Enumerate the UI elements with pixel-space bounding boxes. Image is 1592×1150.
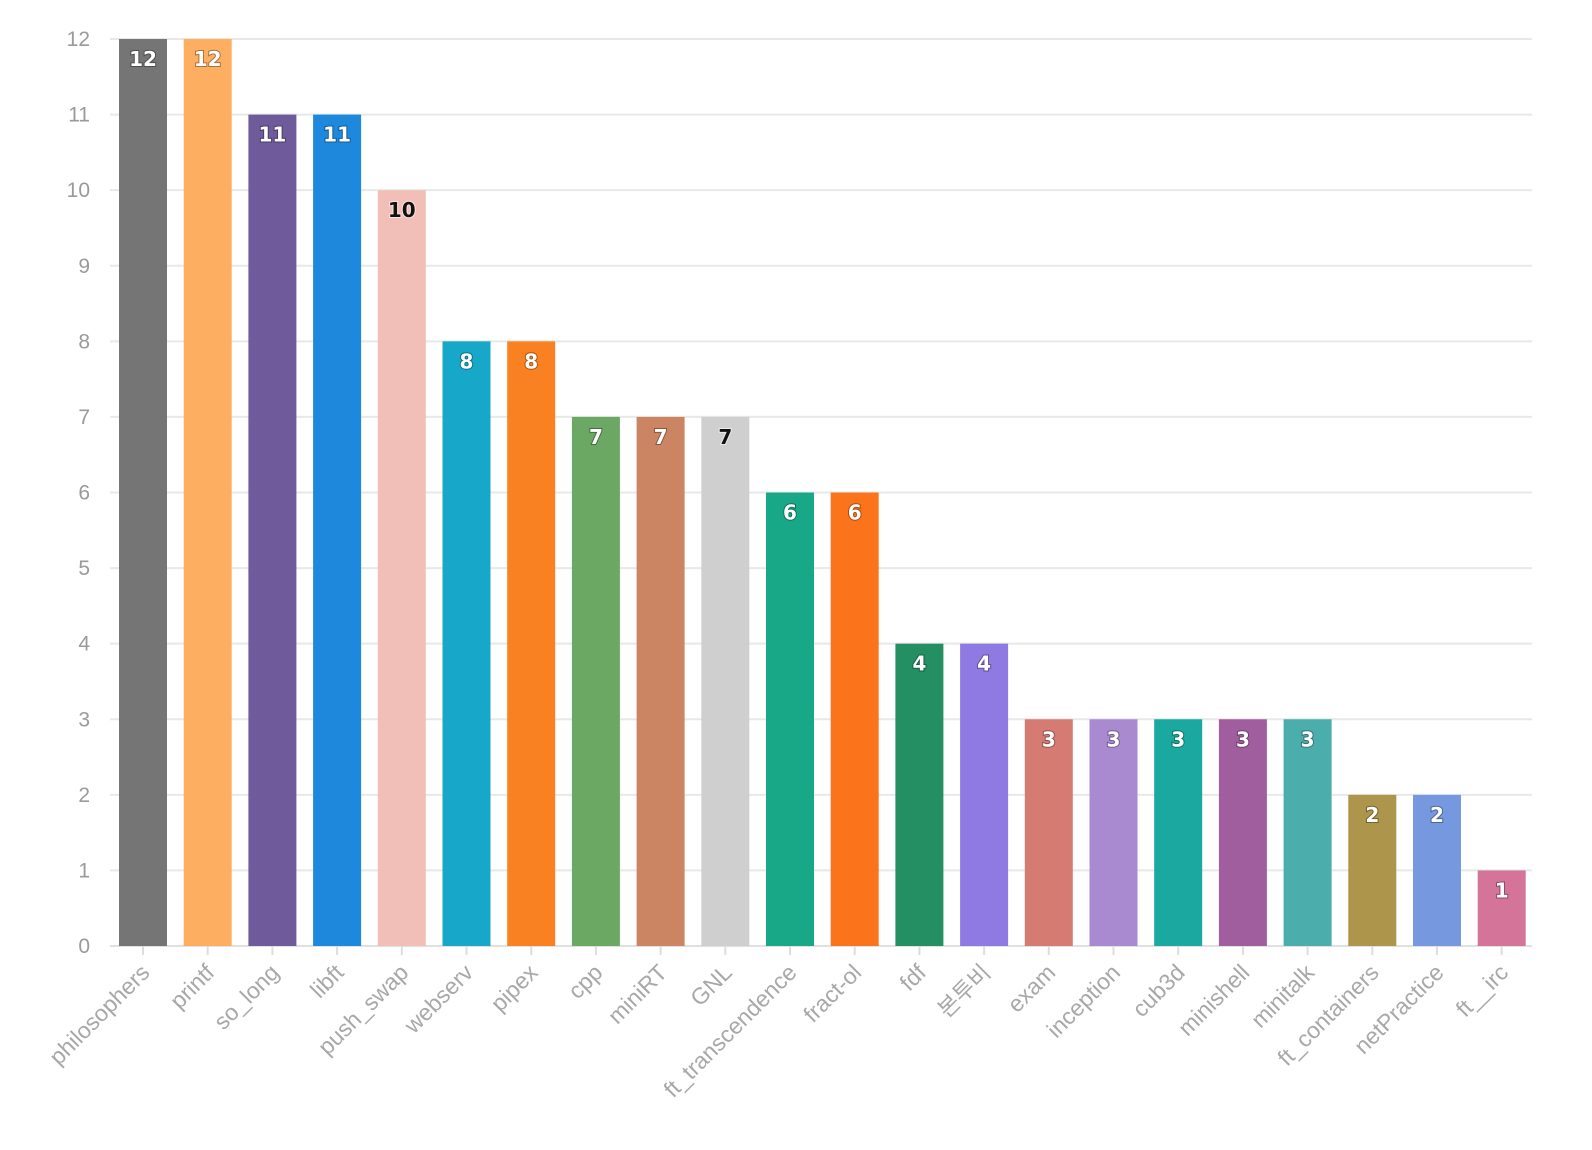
bar-value-label: 3: [1042, 727, 1056, 751]
bar-value-label: 12: [129, 47, 157, 71]
y-tick-label: 12: [67, 28, 90, 51]
y-tick-label: 3: [78, 708, 90, 731]
bar-exam: [1024, 719, 1073, 946]
y-tick-label: 4: [78, 633, 90, 656]
y-tick-label: 8: [78, 330, 90, 353]
x-tick-label: 본투비: [932, 959, 995, 1022]
bar-value-label: 7: [718, 425, 732, 449]
bar-miniRT: [636, 416, 685, 947]
y-tick-label: 7: [78, 406, 90, 429]
x-tick-label: libft: [305, 959, 349, 1003]
bar-value-label: 12: [194, 47, 222, 71]
bar-value-label: 8: [460, 349, 474, 373]
bar-value-label: 3: [1171, 727, 1185, 751]
bar-push_swap: [377, 190, 426, 946]
bar-value-label: 11: [323, 123, 351, 147]
bar-value-label: 2: [1430, 803, 1444, 827]
x-tick-label: philosophers: [44, 959, 155, 1070]
bar-ft_containers: [1348, 794, 1397, 946]
x-tick-label: fract-ol: [798, 959, 866, 1027]
x-tick-label: webserv: [398, 959, 478, 1039]
x-tick-label: cub3d: [1127, 959, 1190, 1022]
bar-본투비: [960, 643, 1009, 946]
bar-printf: [183, 39, 232, 946]
bar-fdf: [895, 643, 944, 946]
bar-ft__irc: [1477, 870, 1526, 946]
x-tick-label: ft__irc: [1451, 959, 1514, 1022]
x-tick-label: miniRT: [603, 959, 673, 1029]
bar-GNL: [701, 416, 750, 947]
bar-value-label: 3: [1301, 727, 1315, 751]
x-tick-label: pipex: [485, 959, 543, 1017]
bar-value-label: 3: [1236, 727, 1250, 751]
x-tick-label: GNL: [685, 959, 737, 1011]
y-tick-label: 10: [67, 179, 90, 202]
bar-value-label: 1: [1495, 878, 1509, 902]
bars: [119, 39, 1526, 947]
bar-netPractice: [1413, 794, 1461, 946]
bar-minitalk: [1283, 719, 1332, 946]
y-tick-label: 2: [78, 784, 90, 807]
bar-value-label: 8: [524, 349, 538, 373]
bar-value-label: 4: [912, 652, 926, 676]
bar-value-label: 6: [783, 501, 797, 525]
x-tick-label: so_long: [209, 959, 284, 1034]
bar-so_long: [248, 114, 297, 947]
y-tick-label: 5: [78, 557, 90, 580]
x-tick-label: fdf: [894, 959, 931, 996]
bar-minishell: [1218, 719, 1267, 946]
x-tick-label: printf: [165, 959, 220, 1014]
y-tick-label: 1: [78, 859, 90, 882]
bar-libft: [313, 114, 362, 947]
y-tick-label: 0: [78, 935, 90, 958]
y-tick-label: 9: [78, 255, 90, 278]
bar-value-label: 10: [388, 198, 416, 222]
bar-ft_transcendence: [766, 492, 814, 946]
bar-fract-ol: [830, 492, 879, 946]
x-tick-label: cpp: [563, 959, 608, 1004]
bar-philosophers: [119, 39, 167, 946]
x-tick-label: exam: [1002, 959, 1060, 1017]
bar-cpp: [571, 416, 620, 947]
bar-value-label: 2: [1365, 803, 1379, 827]
bar-cub3d: [1154, 719, 1203, 946]
bar-value-labels: 12 12 11 11 10 8 8 7 7 7 6 6 4 4 3 3 3 3 3 2 2 1: [128, 46, 1510, 903]
bar-pipex: [507, 341, 556, 946]
bar-value-label: 4: [977, 652, 991, 676]
bar-webserv: [442, 341, 491, 946]
bar-value-label: 6: [848, 501, 862, 525]
y-tick-label: 6: [78, 482, 90, 505]
bar-value-label: 3: [1107, 727, 1121, 751]
bar-value-label: 7: [589, 425, 603, 449]
bar-value-label: 7: [654, 425, 668, 449]
bar-value-label: 11: [258, 123, 286, 147]
x-tick-label: minishell: [1173, 959, 1255, 1041]
bar-inception: [1089, 719, 1138, 946]
y-tick-label: 11: [68, 104, 90, 127]
